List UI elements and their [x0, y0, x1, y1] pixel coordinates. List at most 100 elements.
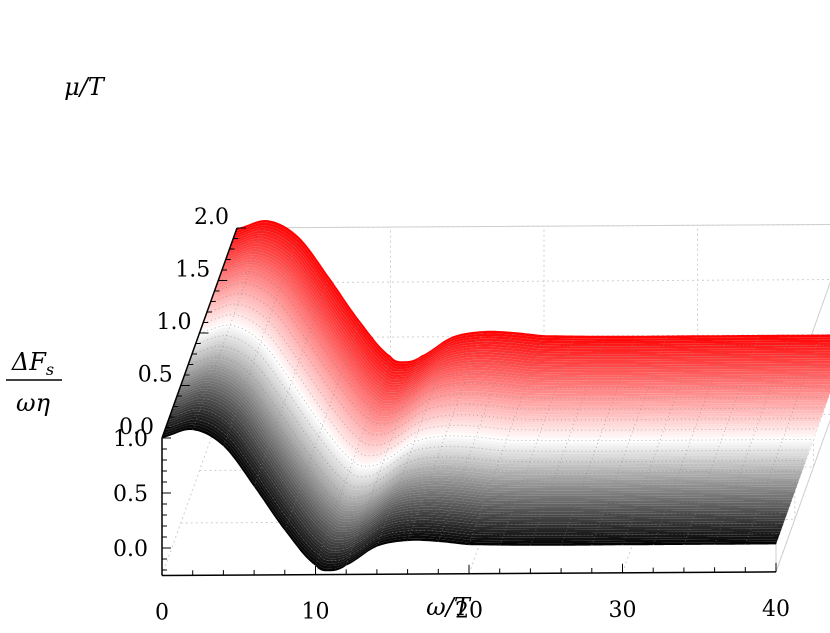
- mesh-line-mu: [221, 261, 830, 404]
- surface-strip: [190, 348, 806, 493]
- surface-strip: [196, 330, 812, 475]
- y-tick-label: 1.5: [175, 258, 210, 283]
- mesh-line-mu: [195, 335, 810, 478]
- z-tick-label: 1.0: [113, 427, 148, 452]
- surface-strip: [226, 246, 830, 391]
- surface-strip: [234, 225, 830, 370]
- surface-strip: [192, 343, 807, 488]
- surface-strip: [205, 306, 821, 451]
- surface-strip: [200, 319, 816, 464]
- mesh-line-mu: [169, 408, 784, 551]
- surface-strip: [223, 254, 830, 399]
- y-tick-label: 0.5: [138, 363, 173, 388]
- surface-strip: [165, 416, 781, 561]
- surface-strip: [224, 251, 830, 396]
- mesh-line-mu: [184, 366, 799, 509]
- mesh-line-mu: [165, 419, 780, 562]
- surface-strip: [173, 395, 789, 540]
- x-axis-label: ω/T: [426, 593, 472, 621]
- surface-strip: [218, 269, 830, 414]
- x-tick-label: 30: [609, 598, 637, 623]
- mesh-line-mu: [176, 387, 791, 530]
- surface-strip: [211, 288, 827, 433]
- mesh-line-mu: [218, 272, 830, 415]
- surface-strip: [230, 235, 830, 380]
- surface-strip: [171, 401, 787, 546]
- y-tick-label: 0.0: [119, 415, 154, 440]
- surface-strip: [175, 390, 791, 535]
- svg-text:ΔFs: ΔFs: [11, 348, 54, 379]
- surface-strip: [221, 262, 830, 406]
- surface-strip: [204, 309, 820, 454]
- mesh-line-mu: [225, 251, 830, 394]
- z-axis-label-num: ΔF: [11, 348, 47, 376]
- mesh-line-mu: [191, 345, 806, 488]
- surface-strip: [178, 380, 794, 525]
- surface-strip: [212, 285, 828, 430]
- surface-strip: [201, 317, 817, 462]
- x-tick-label: 0: [155, 601, 169, 626]
- surface-strip: [229, 238, 830, 383]
- surface-strip: [235, 222, 830, 367]
- surface-strip: [219, 267, 830, 412]
- surface-strip: [184, 364, 800, 509]
- surface-strip: [188, 353, 804, 498]
- mesh-line-mu: [203, 314, 818, 457]
- mesh-line-mu: [188, 356, 803, 499]
- surface-strip: [233, 227, 830, 372]
- x-tick-label: 10: [302, 600, 330, 625]
- mesh-line-mu: [233, 230, 830, 373]
- surface-strip: [167, 411, 783, 556]
- surface-strip: [174, 393, 790, 538]
- surface: [162, 219, 830, 572]
- surface-strip: [177, 385, 792, 530]
- axes: [161, 227, 777, 577]
- y-tick-label: 1.0: [157, 310, 192, 335]
- surface-strip: [181, 372, 797, 517]
- surface-strip: [207, 298, 823, 443]
- mesh-line-mu: [210, 293, 825, 436]
- surface-strip: [215, 277, 830, 422]
- mesh-line-mu: [206, 303, 821, 446]
- z-tick-label: 0.0: [113, 537, 148, 562]
- surface-strip: [225, 248, 830, 393]
- z-axis-label-den: ωη: [16, 389, 51, 417]
- surface-strip: [236, 220, 830, 364]
- surface-strip: [227, 243, 830, 388]
- surface-strip: [192, 340, 808, 485]
- surface-strip: [182, 369, 798, 514]
- mesh-line-mu: [199, 324, 814, 467]
- surface-strip: [210, 290, 826, 435]
- surface-strip: [222, 256, 830, 401]
- surface-strip: [193, 338, 809, 483]
- surface-strip: [177, 382, 793, 527]
- surface-strip: [166, 414, 782, 559]
- surface-strip: [222, 259, 830, 404]
- surface-strip: [203, 311, 819, 456]
- mesh-line-mu: [180, 377, 795, 520]
- surface-strip: [163, 422, 779, 567]
- mesh-line-mu: [173, 398, 788, 541]
- z-axis-label-sub: s: [46, 360, 54, 379]
- surface-strip: [162, 427, 777, 572]
- y-tick-label: 2.0: [194, 205, 229, 230]
- surface-strip: [199, 322, 815, 467]
- surface-strip: [180, 374, 796, 519]
- mesh-line-mu: [214, 282, 829, 425]
- surface-strip: [169, 406, 785, 551]
- surface-strip: [220, 264, 830, 409]
- surface-strip: [185, 361, 801, 506]
- surface-strip: [186, 359, 802, 504]
- z-tick-label: 0.5: [113, 482, 148, 507]
- surface-strip: [231, 233, 830, 378]
- x-tick-label: 40: [762, 597, 790, 622]
- surface-strip: [207, 301, 822, 446]
- surface-strip: [232, 230, 830, 375]
- surface-strip: [216, 275, 830, 420]
- surface-strip: [214, 280, 830, 425]
- mesh-line-mu: [229, 240, 830, 383]
- surface-strip: [217, 272, 830, 417]
- y-axis-label: μ/T: [64, 73, 106, 101]
- surface-strip: [195, 332, 811, 477]
